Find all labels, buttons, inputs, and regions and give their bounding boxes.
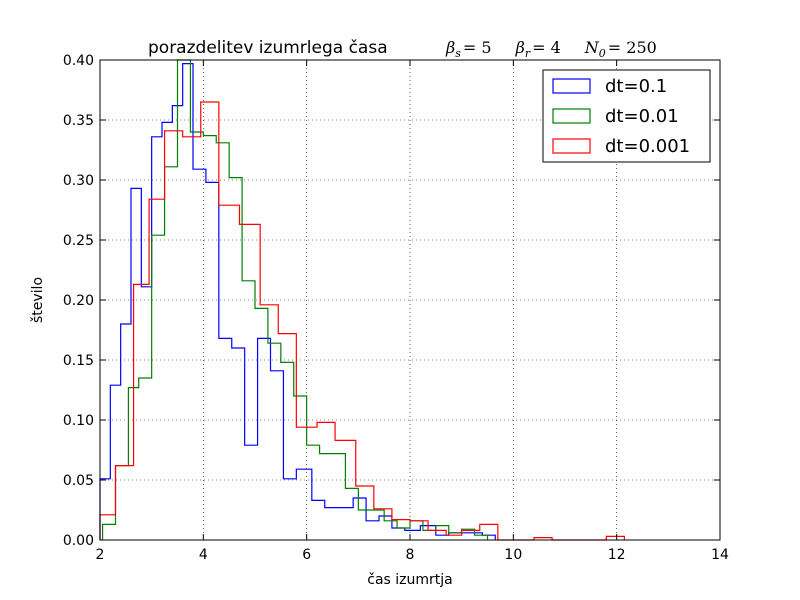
title-param-symbol: β — [515, 38, 525, 57]
histogram-bar — [201, 102, 219, 540]
histogram-bar — [462, 530, 480, 540]
chart-title-text: porazdelitev izumrlega časa — [148, 38, 388, 58]
histogram-bar — [480, 524, 498, 540]
y-tick-label: 0.40 — [63, 53, 94, 69]
histogram-bar — [446, 535, 462, 540]
x-tick-label: 14 — [711, 547, 729, 563]
title-param-subscript: s — [455, 47, 461, 60]
x-tick-label: 8 — [406, 547, 415, 563]
y-axis-label: število — [30, 277, 46, 323]
x-tick-labels: 2 4 6 8 10 12 14 — [96, 547, 729, 563]
x-tick-label: 12 — [608, 547, 626, 563]
axis-ticks — [99, 59, 721, 541]
chart-title: porazdelitev izumrlega časa βs = 5 βr = 4 N0… — [148, 38, 657, 60]
histogram-bar — [356, 486, 374, 540]
title-param-subscript: 0 — [599, 47, 606, 60]
x-tick-label: 4 — [199, 547, 208, 563]
histogram-bar — [317, 422, 335, 540]
y-tick-label: 0.00 — [63, 533, 94, 549]
histogram-bar — [260, 305, 278, 540]
title-param-value: = 4 — [532, 38, 561, 57]
legend: dt=0.1 dt=0.01 dt=0.001 — [542, 69, 711, 163]
y-tick-label: 0.05 — [63, 473, 94, 489]
histogram-bar — [278, 334, 296, 540]
x-tick-label: 10 — [504, 547, 522, 563]
title-param-symbol: N — [584, 38, 600, 57]
legend-swatch — [552, 78, 591, 94]
legend-swatch — [552, 108, 591, 124]
histogram-bar — [374, 509, 392, 540]
histogram-bar — [410, 521, 428, 540]
histogram-bar — [296, 427, 317, 540]
y-tick-label: 0.30 — [63, 173, 94, 189]
x-axis-label: čas izumrtja — [367, 572, 452, 588]
x-tick-label: 2 — [96, 547, 105, 563]
histogram-bar — [606, 536, 624, 540]
y-tick-label: 0.10 — [63, 413, 94, 429]
legend-entry: dt=0.001 — [552, 136, 690, 157]
legend-entry: dt=0.01 — [552, 106, 679, 127]
histogram-bar — [392, 520, 410, 540]
legend-entry: dt=0.1 — [552, 76, 667, 97]
legend-label: dt=0.01 — [605, 106, 679, 127]
legend-label: dt=0.001 — [605, 136, 690, 157]
histogram-bar — [335, 440, 356, 540]
histogram-bar — [134, 284, 150, 540]
histogram-bar — [428, 530, 446, 540]
histogram-bar — [149, 199, 165, 540]
title-param-value: = 5 — [463, 38, 492, 57]
y-tick-label: 0.25 — [63, 233, 94, 249]
legend-label: dt=0.1 — [605, 76, 667, 97]
chart-title-params: βs = 5 βr = 4 N0 = 250 — [445, 38, 657, 60]
y-tick-label: 0.20 — [63, 293, 94, 309]
x-tick-label: 6 — [302, 547, 311, 563]
histogram-bar — [165, 131, 183, 540]
histogram-bar — [240, 224, 261, 540]
histogram-bar — [100, 515, 116, 540]
title-param-symbol: β — [445, 38, 455, 57]
histogram-bar — [116, 466, 134, 540]
y-tick-label: 0.35 — [63, 113, 94, 129]
y-tick-label: 0.15 — [63, 353, 94, 369]
histogram-bar — [219, 205, 240, 540]
histogram-bar — [183, 137, 201, 540]
title-param-subscript: r — [525, 47, 531, 60]
title-param-value: = 250 — [608, 38, 657, 57]
y-tick-labels: 0.00 0.05 0.10 0.15 0.20 0.25 0.30 0.35 0.40 — [63, 53, 94, 549]
legend-swatch — [552, 138, 591, 154]
